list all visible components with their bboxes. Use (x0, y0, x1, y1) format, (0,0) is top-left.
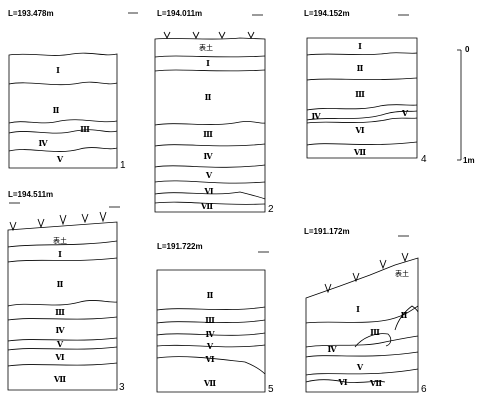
layer-label: Ⅳ (55, 326, 65, 335)
layer-label: Ⅶ (203, 379, 216, 388)
section-4 (306, 14, 418, 159)
layer-label: Ⅱ (357, 64, 364, 73)
scale-top-label: 0 (465, 45, 470, 54)
layer-label: Ⅳ (327, 345, 337, 354)
layer-label: 表土 (53, 236, 67, 245)
scale-bottom-label: 1m (463, 156, 475, 165)
layer-label: Ⅶ (353, 148, 366, 157)
layer-label: Ⅰ (356, 305, 360, 314)
layer-label: Ⅱ (207, 291, 214, 300)
elevation-label-2: L=194.011m (157, 9, 202, 18)
layer-label: Ⅴ (401, 109, 409, 118)
layer-label: Ⅴ (356, 363, 364, 372)
scale-bar (457, 49, 462, 161)
layer-label: Ⅳ (203, 152, 213, 161)
elevation-label-3: L=194.511m (8, 190, 53, 199)
section-1 (8, 12, 138, 169)
layer-label: Ⅱ (401, 311, 408, 320)
section-2 (154, 14, 266, 213)
section-number-5: 5 (268, 384, 274, 395)
layer-label: Ⅰ (206, 59, 210, 68)
elevation-label-1: L=193.478m (8, 9, 54, 18)
layer-label: Ⅴ (56, 340, 64, 349)
layer-label: Ⅲ (370, 328, 380, 337)
layer-label: Ⅲ (355, 90, 365, 99)
grass-tufts (9, 31, 409, 294)
layer-label: 表土 (199, 43, 213, 52)
elevation-label-5: L=191.722m (157, 242, 203, 251)
layer-label: Ⅲ (80, 125, 90, 134)
section-number-1: 1 (120, 160, 126, 171)
elevation-label-6: L=191.172m (304, 227, 350, 236)
layer-label: Ⅵ (204, 355, 214, 364)
layer-label: Ⅱ (53, 106, 60, 115)
layer-label: Ⅳ (311, 112, 321, 121)
layer-label: Ⅵ (337, 378, 347, 387)
layer-label: Ⅰ (358, 42, 362, 51)
layer-label: Ⅱ (205, 93, 212, 102)
layer-label: Ⅲ (205, 316, 215, 325)
section-number-3: 3 (119, 382, 125, 393)
section-3 (7, 202, 120, 391)
layer-label: Ⅵ (54, 353, 64, 362)
layer-label: Ⅲ (203, 130, 213, 139)
layer-label: 表土 (395, 269, 409, 278)
section-number-2: 2 (268, 204, 274, 215)
layer-label: Ⅳ (205, 330, 215, 339)
layer-label: Ⅰ (58, 250, 62, 259)
layer-label: Ⅴ (205, 171, 213, 180)
section-number-6: 6 (421, 384, 427, 395)
layer-label: Ⅴ (56, 155, 64, 164)
layer-label: Ⅶ (369, 379, 382, 388)
section-6 (305, 235, 419, 393)
layer-label: Ⅴ (206, 342, 214, 351)
section-number-4: 4 (421, 154, 427, 165)
layer-label: Ⅱ (57, 280, 64, 289)
layer-label: Ⅰ (56, 66, 60, 75)
layer-label: Ⅲ (55, 308, 65, 317)
layer-label: Ⅳ (38, 139, 48, 148)
layer-label: Ⅵ (203, 187, 213, 196)
layer-label: Ⅶ (200, 202, 213, 211)
layer-label: Ⅵ (354, 126, 364, 135)
layer-label: Ⅶ (53, 375, 66, 384)
section-5 (156, 251, 269, 393)
elevation-label-4: L=194.152m (304, 9, 350, 18)
